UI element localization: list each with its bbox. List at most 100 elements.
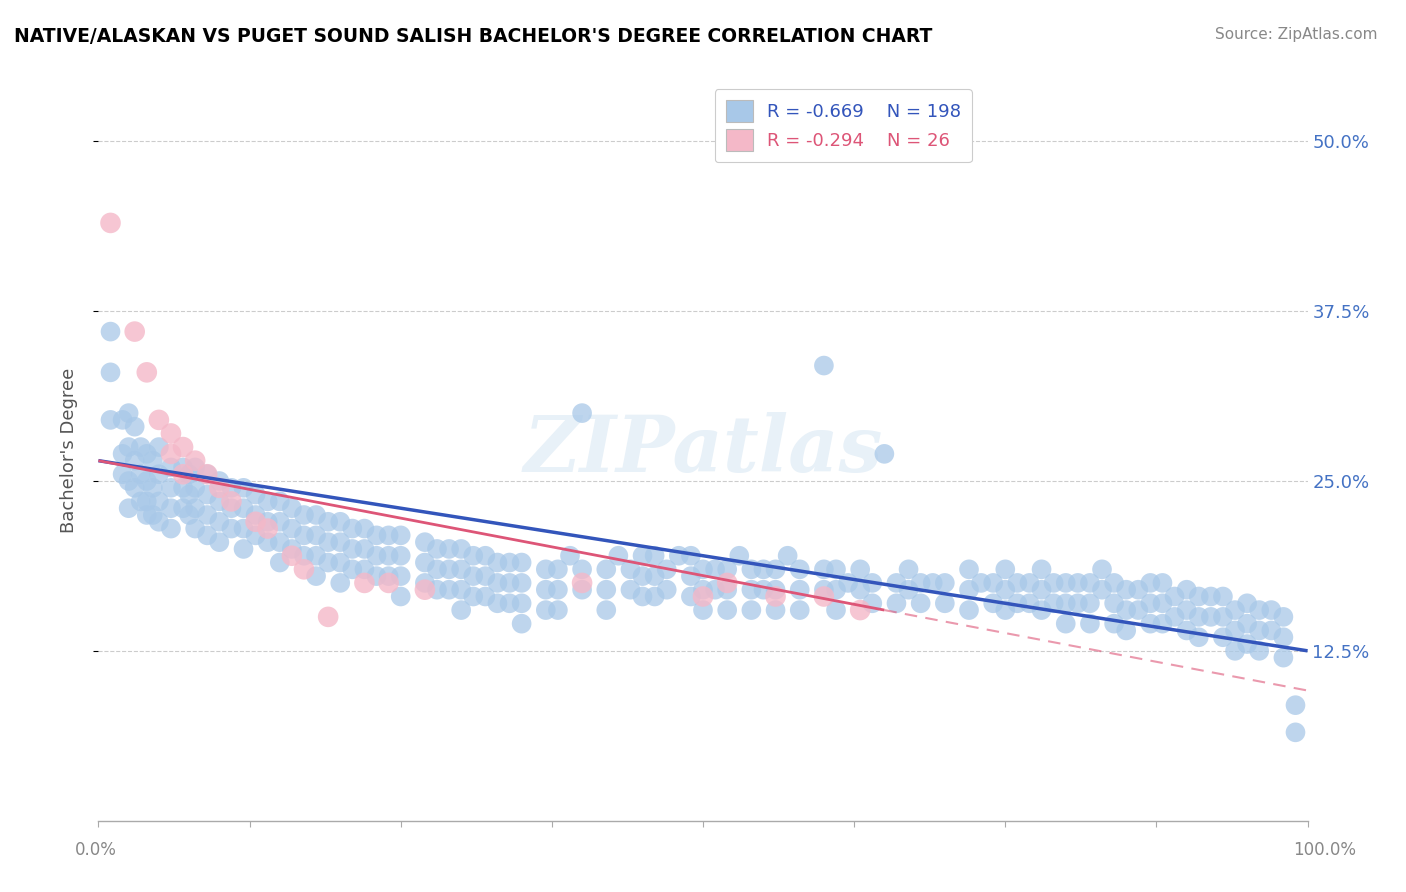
- Point: [1175, 624, 1198, 638]
- Point: [305, 508, 328, 522]
- Point: [1260, 603, 1282, 617]
- Point: [135, 508, 157, 522]
- Point: [172, 501, 194, 516]
- Point: [498, 575, 520, 590]
- Point: [118, 501, 141, 516]
- Y-axis label: Bachelor's Degree: Bachelor's Degree: [59, 368, 77, 533]
- Point: [716, 562, 738, 576]
- Point: [474, 569, 496, 583]
- Point: [510, 556, 533, 570]
- Point: [148, 440, 170, 454]
- Point: [292, 562, 315, 576]
- Point: [195, 467, 218, 482]
- Point: [426, 562, 449, 576]
- Point: [886, 575, 908, 590]
- Point: [450, 541, 472, 556]
- Point: [389, 549, 412, 563]
- Point: [547, 603, 569, 617]
- Point: [184, 481, 207, 495]
- Point: [1272, 650, 1295, 665]
- Point: [1152, 616, 1174, 631]
- Point: [172, 467, 194, 482]
- Point: [1152, 596, 1174, 610]
- Point: [765, 582, 787, 597]
- Point: [752, 582, 775, 597]
- Point: [655, 582, 678, 597]
- Point: [269, 535, 291, 549]
- Point: [619, 582, 641, 597]
- Point: [510, 616, 533, 631]
- Point: [1078, 596, 1101, 610]
- Point: [644, 549, 666, 563]
- Point: [184, 460, 207, 475]
- Point: [184, 522, 207, 536]
- Point: [305, 528, 328, 542]
- Point: [981, 596, 1004, 610]
- Point: [970, 575, 993, 590]
- Point: [897, 582, 920, 597]
- Point: [1163, 590, 1185, 604]
- Point: [1054, 616, 1077, 631]
- Point: [644, 569, 666, 583]
- Point: [329, 535, 352, 549]
- Point: [413, 556, 436, 570]
- Point: [316, 610, 339, 624]
- Point: [256, 515, 278, 529]
- Point: [1236, 616, 1258, 631]
- Point: [129, 494, 152, 508]
- Point: [463, 590, 485, 604]
- Point: [1249, 644, 1271, 658]
- Point: [148, 413, 170, 427]
- Point: [728, 549, 751, 563]
- Point: [849, 603, 872, 617]
- Point: [607, 549, 630, 563]
- Point: [813, 562, 835, 576]
- Point: [160, 481, 183, 495]
- Point: [813, 582, 835, 597]
- Point: [160, 447, 183, 461]
- Point: [595, 562, 617, 576]
- Point: [1054, 575, 1077, 590]
- Point: [910, 596, 932, 610]
- Point: [1067, 596, 1090, 610]
- Point: [1260, 624, 1282, 638]
- Point: [1091, 562, 1114, 576]
- Point: [534, 603, 557, 617]
- Point: [269, 494, 291, 508]
- Point: [1284, 725, 1306, 739]
- Point: [142, 453, 165, 467]
- Point: [195, 487, 218, 501]
- Point: [825, 603, 848, 617]
- Point: [221, 522, 243, 536]
- Point: [437, 541, 460, 556]
- Point: [860, 596, 883, 610]
- Point: [221, 501, 243, 516]
- Point: [1188, 590, 1211, 604]
- Point: [413, 575, 436, 590]
- Point: [111, 467, 134, 482]
- Point: [353, 562, 375, 576]
- Point: [1007, 596, 1029, 610]
- Point: [1199, 590, 1222, 604]
- Point: [510, 596, 533, 610]
- Point: [789, 603, 811, 617]
- Point: [752, 562, 775, 576]
- Point: [1054, 596, 1077, 610]
- Point: [1018, 596, 1040, 610]
- Point: [111, 413, 134, 427]
- Point: [172, 481, 194, 495]
- Point: [655, 562, 678, 576]
- Point: [100, 413, 122, 427]
- Point: [679, 549, 702, 563]
- Point: [437, 582, 460, 597]
- Point: [679, 590, 702, 604]
- Point: [1139, 616, 1161, 631]
- Point: [179, 467, 201, 482]
- Point: [957, 603, 980, 617]
- Point: [1102, 596, 1125, 610]
- Point: [994, 562, 1017, 576]
- Point: [1249, 624, 1271, 638]
- Point: [389, 569, 412, 583]
- Point: [595, 582, 617, 597]
- Point: [232, 541, 254, 556]
